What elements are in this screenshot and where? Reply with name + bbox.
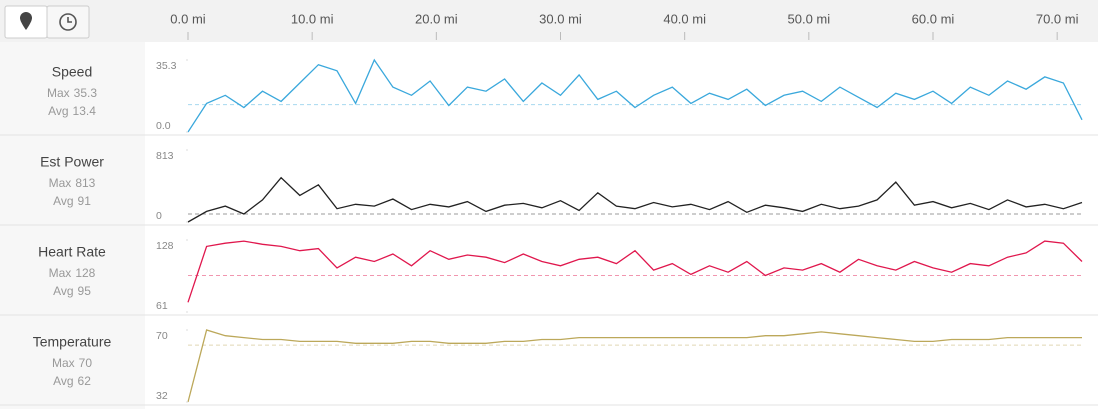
y-tick-label: 61: [156, 300, 168, 312]
stat-value: 62: [78, 374, 92, 388]
y-tick-label: 0: [156, 210, 162, 222]
row-title: Est Power: [40, 154, 104, 170]
row-title: Speed: [52, 64, 92, 80]
x-tick-label: 0.0 mi: [170, 11, 206, 26]
y-tick-label: 32: [156, 390, 168, 402]
row-title: Heart Rate: [38, 244, 106, 260]
row-stat: Avg 62: [53, 374, 91, 388]
x-tick-label: 30.0 mi: [539, 11, 582, 26]
data-line: [187, 176, 1083, 223]
stat-label: Avg: [53, 194, 73, 208]
row-stat: Avg 91: [53, 194, 91, 208]
row-stat: Max 35.3: [47, 86, 97, 100]
stat-value: 13.4: [73, 104, 97, 118]
row-stat: Max 128: [49, 266, 96, 280]
stat-value: 95: [78, 284, 92, 298]
y-tick-label: 813: [156, 150, 174, 162]
row-stat: Max 813: [49, 176, 96, 190]
y-tick-label: 70: [156, 330, 168, 342]
x-tick-label: 70.0 mi: [1036, 11, 1079, 26]
stat-value: 35.3: [74, 86, 98, 100]
x-tick-label: 20.0 mi: [415, 11, 458, 26]
data-line: [187, 58, 1083, 133]
y-tick-label: 128: [156, 240, 174, 252]
stat-value: 128: [75, 266, 95, 280]
distance-button[interactable]: [4, 5, 48, 39]
top-bar: [0, 0, 1098, 42]
data-line: [187, 329, 1082, 403]
data-line: [187, 240, 1083, 303]
stat-value: 813: [75, 176, 95, 190]
row-title: Temperature: [33, 334, 112, 350]
time-button[interactable]: [46, 5, 90, 39]
x-tick-label: 60.0 mi: [912, 11, 955, 26]
stat-label: Max: [49, 176, 72, 190]
x-tick-label: 40.0 mi: [663, 11, 706, 26]
row-stat: Max 70: [52, 356, 92, 370]
stat-label: Avg: [53, 284, 73, 298]
y-tick-label: 0.0: [156, 120, 171, 132]
stat-label: Avg: [53, 374, 73, 388]
stat-label: Max: [49, 266, 72, 280]
stat-label: Avg: [48, 104, 68, 118]
y-tick-label: 35.3: [156, 60, 177, 72]
row-stat: Avg 13.4: [48, 104, 96, 118]
row-stat: Avg 95: [53, 284, 91, 298]
stat-label: Max: [47, 86, 70, 100]
x-tick-label: 50.0 mi: [788, 11, 831, 26]
stat-value: 70: [79, 356, 93, 370]
stat-value: 91: [78, 194, 92, 208]
stat-label: Max: [52, 356, 75, 370]
x-tick-label: 10.0 mi: [291, 11, 334, 26]
